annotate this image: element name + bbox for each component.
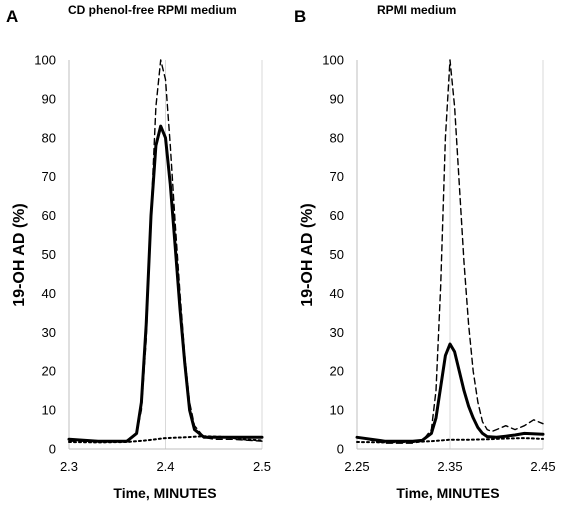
x-tick-label: 2.45 [530, 459, 555, 474]
y-tick-label: 80 [330, 130, 344, 145]
x-axis-label: Time, MINUTES [396, 485, 499, 501]
y-tick-label: 0 [49, 442, 56, 457]
series-line-solid [67, 124, 264, 443]
x-tick-label: 2.4 [156, 459, 174, 474]
y-tick-label: 20 [42, 364, 56, 379]
x-axis-label: Time, MINUTES [113, 485, 216, 501]
series-line-dotted [68, 435, 263, 444]
y-tick-label: 30 [42, 325, 56, 340]
x-tick-label: 2.35 [437, 459, 462, 474]
y-tick-label: 20 [330, 364, 344, 379]
y-tick-label: 70 [42, 169, 56, 184]
y-tick-label: 10 [330, 403, 344, 418]
y-tick-label: 100 [322, 53, 344, 68]
y-tick-label: 80 [42, 130, 56, 145]
y-tick-label: 40 [330, 286, 344, 301]
y-tick-label: 70 [330, 169, 344, 184]
panel-a: A CD phenol-free RPMI medium 19-OH AD (%… [6, 3, 271, 501]
y-tick-label: 50 [330, 247, 344, 262]
panel-b: B RPMI medium 19-OH AD (%) Time, MINUTES… [294, 3, 556, 501]
panel-letter: A [6, 7, 18, 26]
y-tick-label: 60 [42, 208, 56, 223]
y-tick-label: 90 [42, 91, 56, 106]
chart-title: RPMI medium [377, 3, 456, 17]
y-tick-label: 100 [34, 53, 56, 68]
y-tick-label: 90 [330, 91, 344, 106]
x-tick-label: 2.5 [253, 459, 271, 474]
series-line-dotted [356, 437, 544, 444]
y-tick-label: 60 [330, 208, 344, 223]
y-axis-label: 19-OH AD (%) [11, 203, 28, 306]
chart-title: CD phenol-free RPMI medium [68, 3, 237, 17]
y-tick-label: 0 [337, 442, 344, 457]
x-tick-label: 2.3 [60, 459, 78, 474]
y-tick-label: 40 [42, 286, 56, 301]
y-tick-label: 10 [42, 403, 56, 418]
series-line-dashed [356, 59, 544, 444]
series-line-solid [355, 342, 545, 443]
y-axis-label: 19-OH AD (%) [299, 203, 316, 306]
y-tick-label: 50 [42, 247, 56, 262]
y-tick-label: 30 [330, 325, 344, 340]
panel-letter: B [294, 7, 306, 26]
x-tick-label: 2.25 [344, 459, 369, 474]
